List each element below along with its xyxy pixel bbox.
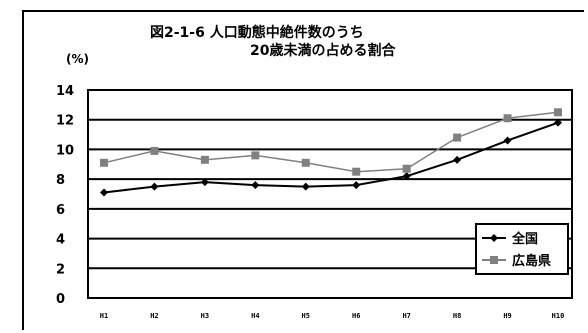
data-point bbox=[200, 155, 209, 164]
data-point bbox=[100, 158, 108, 167]
x-tick-label: H4 bbox=[251, 312, 259, 320]
data-point bbox=[352, 181, 361, 190]
x-tick-label: H2 bbox=[150, 312, 158, 320]
data-point bbox=[554, 108, 562, 117]
y-axis-unit: (%) bbox=[66, 52, 89, 66]
data-point bbox=[301, 182, 310, 191]
y-tick-label: 2 bbox=[56, 262, 65, 277]
y-tick-label: 4 bbox=[56, 233, 65, 248]
y-tick-label: 8 bbox=[56, 173, 65, 188]
chart-frame bbox=[22, 10, 584, 330]
data-point bbox=[150, 182, 159, 191]
data-point bbox=[100, 188, 108, 197]
data-point bbox=[301, 158, 310, 167]
data-point bbox=[352, 167, 361, 176]
x-tick-label: H5 bbox=[302, 312, 310, 320]
y-tick-label: 12 bbox=[56, 114, 74, 129]
data-point bbox=[503, 114, 512, 123]
x-tick-label: H9 bbox=[503, 312, 511, 320]
x-tick-label: H3 bbox=[201, 312, 209, 320]
x-tick-label: H7 bbox=[402, 312, 410, 320]
legend-marker bbox=[490, 256, 498, 264]
legend-box bbox=[475, 223, 569, 275]
data-point bbox=[503, 136, 512, 145]
x-tick-label: H10 bbox=[552, 312, 565, 320]
data-point bbox=[150, 146, 159, 155]
y-tick-label: 0 bbox=[56, 292, 65, 307]
data-point bbox=[251, 151, 260, 160]
data-point bbox=[251, 181, 260, 190]
y-tick-label: 10 bbox=[56, 143, 74, 158]
x-tick-label: H1 bbox=[100, 312, 108, 320]
y-tick-label: 14 bbox=[56, 84, 74, 99]
plot-area bbox=[87, 89, 573, 299]
data-point bbox=[453, 133, 462, 142]
y-tick-label: 6 bbox=[56, 203, 65, 218]
data-point bbox=[200, 178, 209, 187]
series-line-0 bbox=[103, 121, 559, 194]
legend-entry: 広島県 bbox=[512, 253, 551, 269]
x-tick-label: H6 bbox=[352, 312, 360, 320]
x-tick-label: H8 bbox=[453, 312, 461, 320]
chart-title: 図2-1-6 人口動態中絶件数のうち bbox=[150, 25, 364, 41]
legend-entry: 全国 bbox=[511, 231, 538, 247]
data-point bbox=[402, 164, 411, 173]
data-point bbox=[402, 172, 411, 181]
data-point bbox=[554, 118, 562, 127]
chart-subtitle: 20歳未満の占める割合 bbox=[250, 43, 396, 59]
data-point bbox=[453, 155, 462, 164]
series-line-1 bbox=[103, 111, 559, 173]
legend-marker bbox=[490, 234, 498, 242]
